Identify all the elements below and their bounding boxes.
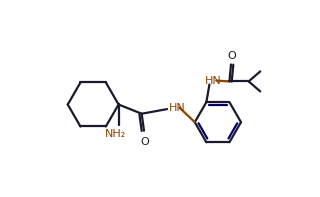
Text: O: O [228,51,236,61]
Text: NH₂: NH₂ [105,129,126,139]
Text: HN: HN [205,76,221,86]
Text: O: O [140,137,149,147]
Text: HN: HN [169,103,185,112]
